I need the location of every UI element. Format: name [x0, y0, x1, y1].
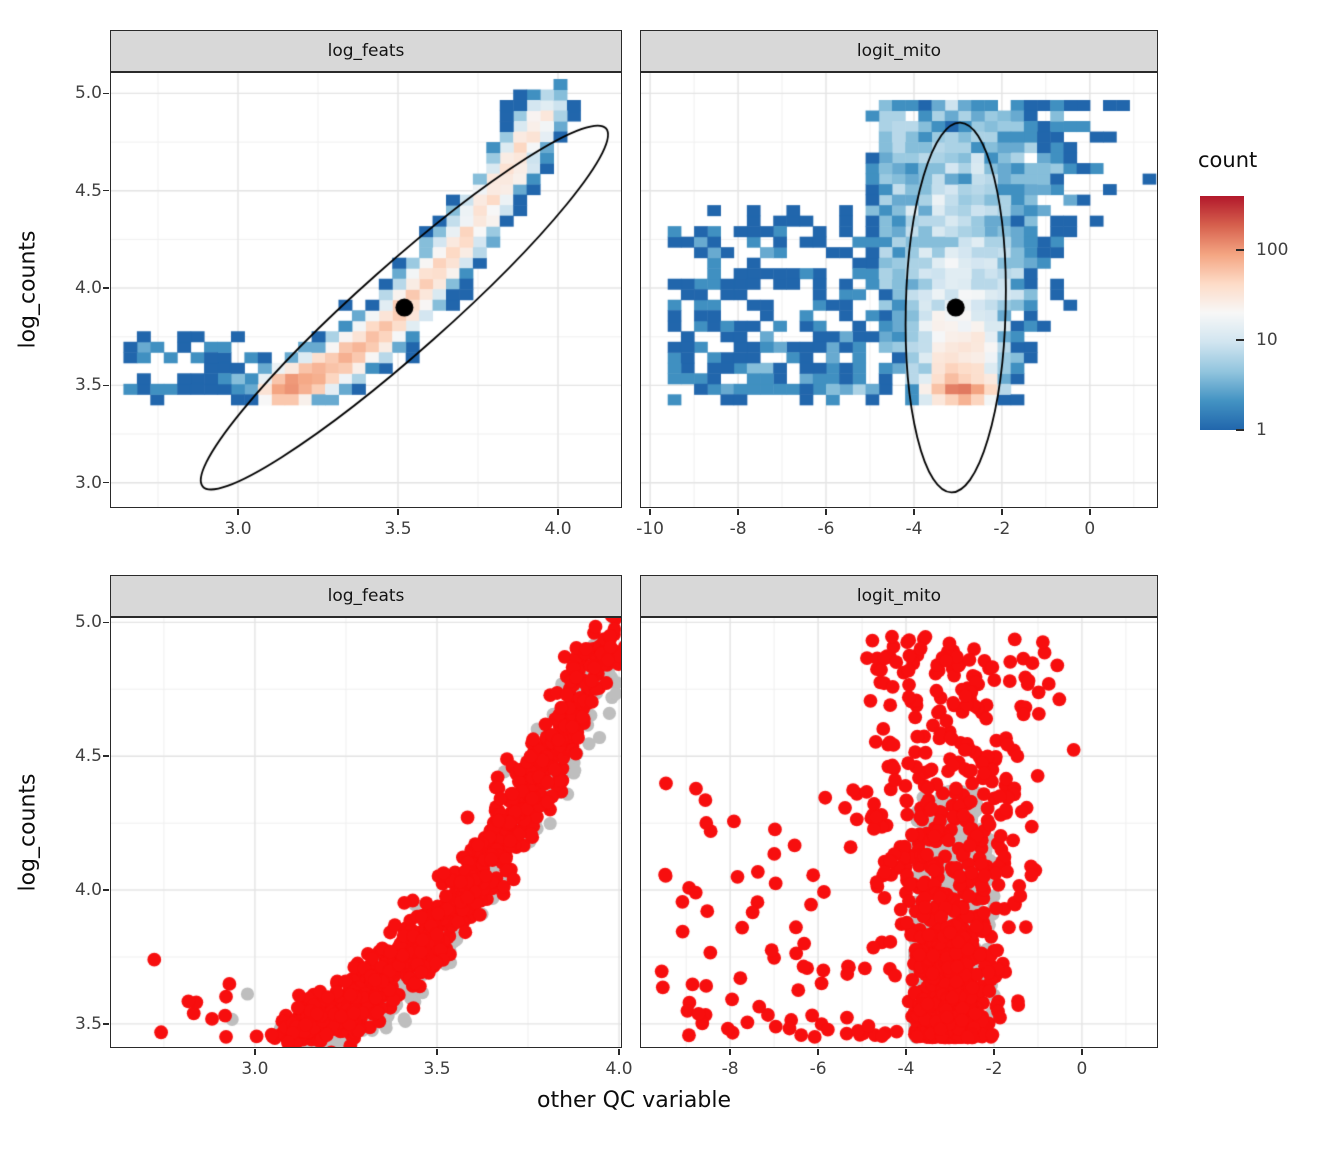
x-tick-mark: [618, 1049, 620, 1055]
legend-tick-mark: [1236, 339, 1244, 341]
y-tick-label: 5.0: [74, 612, 102, 633]
legend-tick-label: 1: [1256, 420, 1267, 440]
panel-top-right-canvas: [640, 72, 1158, 508]
x-tick-label: 3.0: [224, 519, 252, 539]
x-tick-mark: [913, 509, 915, 515]
y-tick-mark: [103, 889, 109, 891]
y-tick-mark: [103, 621, 109, 624]
x-tick-mark: [737, 509, 739, 515]
y-tick-label: 4.0: [74, 880, 102, 901]
legend-tick-mark: [1236, 429, 1244, 431]
y-tick-label: 5.0: [74, 83, 102, 104]
facet-strip-label: logit_mito: [856, 586, 942, 606]
x-tick-label: -6: [817, 519, 835, 539]
x-tick-label: 3.5: [423, 1059, 451, 1079]
x-tick-label: 3.5: [384, 519, 412, 539]
y-axis-title-top: log_counts: [15, 230, 41, 349]
y-tick-label: 3.0: [74, 472, 102, 493]
x-tick-label: 3.0: [241, 1059, 269, 1079]
y-tick-mark: [103, 92, 109, 95]
y-tick-mark: [103, 384, 109, 387]
x-tick-label: -10: [636, 519, 664, 539]
x-tick-mark: [436, 1049, 438, 1055]
x-tick-label: 4.0: [544, 519, 572, 539]
y-tick-label: 4.5: [74, 746, 102, 767]
x-tick-label: -2: [993, 519, 1011, 539]
panel-top-left-canvas: [110, 72, 622, 508]
y-tick-mark: [103, 1023, 109, 1025]
facet-strip-label: log_feats: [327, 41, 405, 61]
legend-tick-mark: [1236, 249, 1244, 251]
facet-strip-bottom-right: logit_mito: [640, 575, 1158, 617]
y-tick-mark: [103, 287, 109, 289]
y-axis-title-bottom: log_counts: [15, 773, 41, 892]
y-tick-label: 4.5: [74, 180, 102, 201]
x-tick-label: -4: [897, 1059, 915, 1079]
legend-tick-label: 100: [1256, 240, 1289, 260]
x-tick-mark: [993, 1049, 995, 1055]
x-tick-label: -8: [721, 1059, 739, 1079]
x-tick-label: -2: [985, 1059, 1003, 1079]
legend-title: count: [1198, 148, 1258, 172]
y-tick-mark: [103, 189, 109, 192]
facet-strip-top-left: log_feats: [110, 30, 622, 72]
y-tick-label: 3.5: [74, 1013, 102, 1034]
x-tick-label: -4: [905, 519, 923, 539]
x-tick-mark: [397, 509, 399, 515]
facet-strip-top-right: logit_mito: [640, 30, 1158, 72]
facet-strip-label: log_feats: [327, 586, 405, 606]
facet-strip-label: logit_mito: [856, 41, 942, 61]
x-tick-label: 4.0: [605, 1059, 633, 1079]
x-tick-mark: [905, 1049, 907, 1055]
panel-bottom-left-canvas: [110, 617, 622, 1048]
x-tick-mark: [557, 509, 559, 515]
y-tick-mark: [103, 481, 109, 484]
x-tick-mark: [649, 509, 651, 515]
x-tick-label: -6: [809, 1059, 827, 1079]
x-tick-mark: [825, 509, 827, 515]
y-tick-label: 3.5: [74, 375, 102, 396]
y-tick-label: 4.0: [74, 278, 102, 299]
x-tick-mark: [1081, 1049, 1083, 1055]
x-tick-label: -8: [729, 519, 747, 539]
x-tick-mark: [817, 1049, 819, 1055]
x-axis-title: other QC variable: [536, 1088, 732, 1113]
legend-colorbar: [1200, 196, 1244, 430]
x-tick-label: 0: [1084, 519, 1096, 539]
facet-strip-bottom-left: log_feats: [110, 575, 622, 617]
x-tick-mark: [237, 509, 239, 515]
y-tick-mark: [103, 755, 109, 757]
x-tick-label: 0: [1076, 1059, 1088, 1079]
x-tick-mark: [1089, 509, 1091, 515]
panel-bottom-right-canvas: [640, 617, 1158, 1048]
x-tick-mark: [1001, 509, 1003, 515]
legend-tick-label: 10: [1256, 330, 1278, 350]
x-tick-mark: [254, 1049, 256, 1055]
x-tick-mark: [729, 1049, 731, 1055]
